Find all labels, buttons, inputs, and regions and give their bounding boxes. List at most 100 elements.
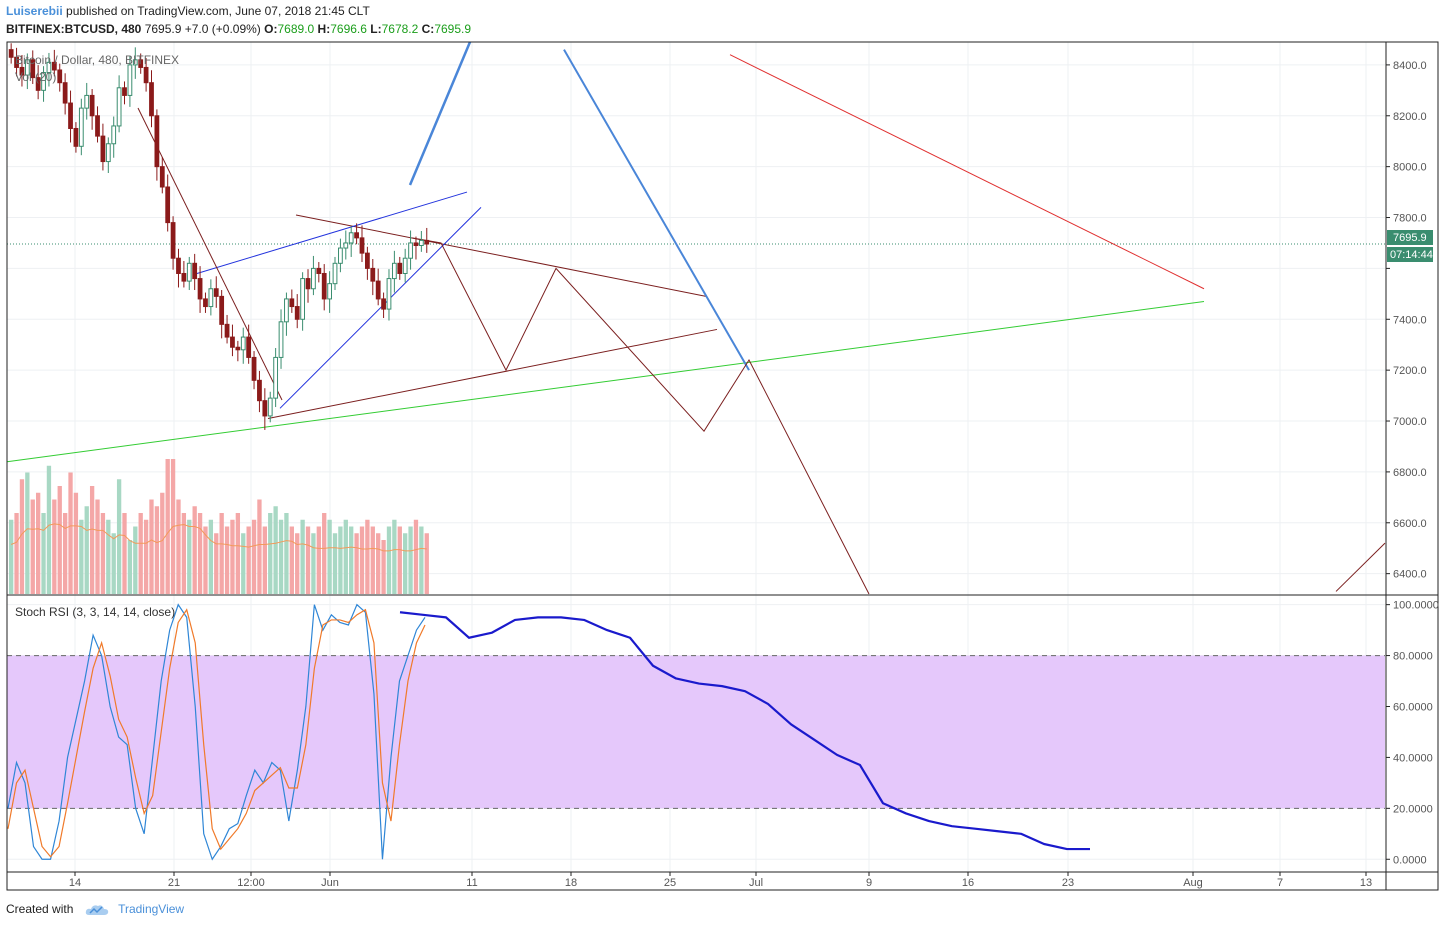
volume-bar-35 <box>197 513 203 594</box>
candle-body-14 <box>84 94 90 109</box>
stoch-tick-0: 100.0000 <box>1393 600 1439 612</box>
candle-body-1 <box>14 56 19 68</box>
stoch-lines <box>7 603 1090 861</box>
candle-body-18 <box>105 143 111 163</box>
candle-body-12 <box>73 127 79 147</box>
volume-bar-8 <box>52 499 57 594</box>
candle-body-60 <box>332 262 338 285</box>
volume-bar-12 <box>73 492 79 594</box>
open-label: O: <box>264 22 278 36</box>
candle-body-5 <box>35 77 41 91</box>
volume-bar-75 <box>413 519 419 594</box>
candle-body-54 <box>300 278 306 320</box>
volume-bar-68 <box>376 533 381 594</box>
candle-body-38 <box>213 288 219 297</box>
close-value: 7695.9 <box>434 22 472 36</box>
volume-bar-45 <box>251 519 257 594</box>
candle-body-41 <box>230 336 235 348</box>
last-price-badge: 7695.9 <box>1387 230 1433 245</box>
projection-tail <box>1335 542 1386 592</box>
volume-bar-44 <box>246 526 251 594</box>
candle-body-24 <box>138 59 144 68</box>
price-axis[interactable]: 8400.0 8200.0 8000.0 7800.0 7400.0 7200.0 7000… <box>1386 60 1427 581</box>
volume-bar-5 <box>35 492 41 594</box>
volume-bar-47 <box>262 526 267 594</box>
price-tick-9: 6600.0 <box>1393 518 1427 530</box>
price-tick-6: 7200.0 <box>1393 365 1427 377</box>
volume-bar-42 <box>235 513 241 594</box>
candle-body-23 <box>132 59 138 66</box>
stoch-line-K <box>7 603 426 861</box>
publish-line: Luiserebii published on TradingView.com,… <box>6 4 370 18</box>
stoch-tick-5: 0.0000 <box>1393 854 1427 866</box>
symbol-label: BITFINEX:BTCUSD, 480 <box>6 22 142 36</box>
volume-bar-69 <box>381 540 386 594</box>
volume-bar-34 <box>192 506 197 594</box>
candle-body-53 <box>294 306 300 320</box>
volume-bar-56 <box>311 533 316 594</box>
volume-bar-21 <box>122 513 127 594</box>
candles[interactable] <box>8 43 430 430</box>
time-axis[interactable]: 14 21 12:00 Jun 11 18 25 Jul 9 16 23 Aug 7 13 <box>69 872 1372 889</box>
candle-body-29 <box>165 186 171 224</box>
volume-bar-70 <box>386 526 392 594</box>
volume-bar-55 <box>305 526 311 594</box>
volume-bar-54 <box>300 519 305 594</box>
volume-bar-73 <box>403 533 408 594</box>
volume-bar-40 <box>224 526 230 594</box>
time-tick-10: 23 <box>1062 877 1074 889</box>
price-tick-5: 7400.0 <box>1393 314 1427 326</box>
stoch-band <box>7 655 1385 809</box>
volume-bar-50 <box>278 519 284 594</box>
volume-bar-10 <box>62 513 68 594</box>
candle-body-66 <box>365 252 370 269</box>
candle-body-63 <box>348 232 354 244</box>
volume-bar-43 <box>241 533 246 594</box>
candle-body-20 <box>116 87 122 127</box>
projection-zigzag <box>411 237 870 595</box>
stoch-tick-1: 80.0000 <box>1393 651 1433 663</box>
volume-bar-16 <box>95 499 100 594</box>
candle-body-44 <box>246 336 252 358</box>
candle-body-10 <box>62 82 68 104</box>
volume-bar-23 <box>133 526 138 594</box>
candle-body-22 <box>127 64 133 96</box>
candle-body-47 <box>262 400 268 417</box>
change-label: +7.0 (+0.09%) <box>184 22 261 36</box>
trendline-blue-up <box>408 41 472 186</box>
price-tick-3: 7800.0 <box>1393 213 1427 225</box>
author-name[interactable]: Luiserebii <box>6 4 63 18</box>
candle-body-17 <box>100 135 106 163</box>
last-price-label: 7695.9 <box>144 22 182 36</box>
volume-bar-19 <box>111 533 116 594</box>
volume-bar-76 <box>419 526 424 594</box>
trendline-blue-drop <box>563 49 750 371</box>
candle-body-43 <box>240 336 246 351</box>
trendline-red-resistance <box>729 54 1205 290</box>
tradingview-cloud-icon <box>85 905 108 915</box>
low-value: 7678.2 <box>381 22 419 36</box>
time-tick-6: 25 <box>664 877 676 889</box>
footer: Created with TradingView <box>6 902 184 917</box>
time-tick-4: 11 <box>466 877 477 889</box>
candle-body-3 <box>24 59 30 76</box>
candle-body-49 <box>273 356 279 399</box>
candle-body-35 <box>197 278 203 300</box>
candle-body-16 <box>95 115 100 137</box>
stoch-tick-4: 20.0000 <box>1393 803 1433 815</box>
candle-body-58 <box>321 272 327 300</box>
volume-bar-28 <box>160 492 165 594</box>
stoch-axis[interactable]: 100.0000 80.0000 60.0000 40.0000 20.0000 0.00… <box>1386 600 1439 867</box>
price-tick-0: 8400.0 <box>1393 60 1427 72</box>
candle-body-34 <box>192 262 198 280</box>
candle-body-51 <box>284 298 289 323</box>
candle-body-32 <box>181 272 187 282</box>
trendlines[interactable] <box>6 41 1386 595</box>
trendline-blue-channel-top <box>196 191 468 274</box>
tradingview-link[interactable]: TradingView <box>118 902 185 916</box>
price-tick-10: 6400.0 <box>1393 569 1427 581</box>
volume-bar-26 <box>149 499 154 594</box>
volume-bar-58 <box>322 513 327 594</box>
volume-bar-66 <box>365 519 370 594</box>
